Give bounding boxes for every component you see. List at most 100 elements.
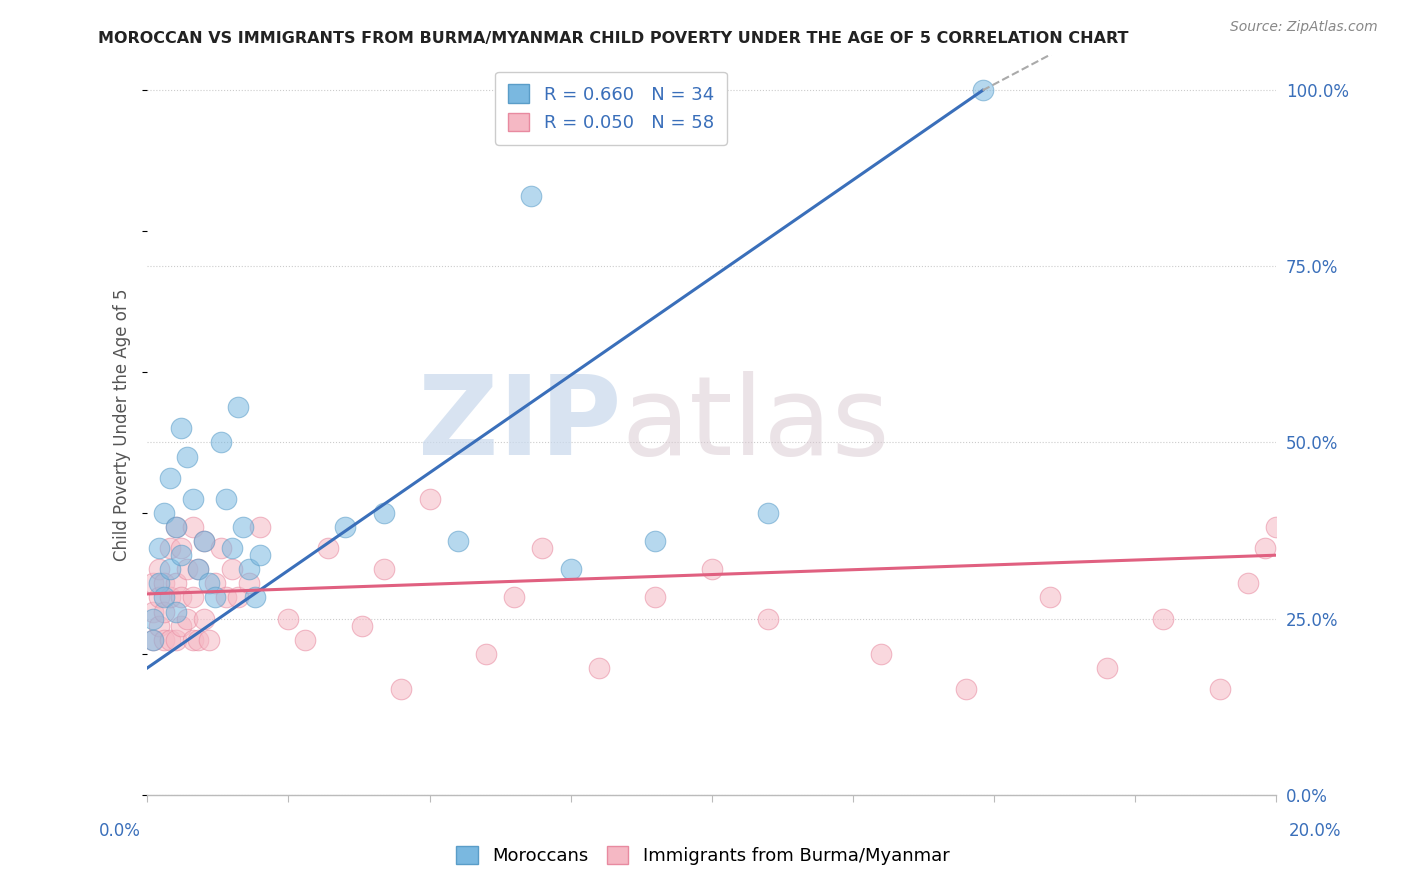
- Legend: Moroccans, Immigrants from Burma/Myanmar: Moroccans, Immigrants from Burma/Myanmar: [449, 838, 957, 872]
- Point: [1208, 681, 1230, 696]
- Point: [170, 541, 193, 556]
- Point: [170, 548, 193, 562]
- Legend: R = 0.660   N = 34, R = 0.050   N = 58: R = 0.660 N = 34, R = 0.050 N = 58: [495, 71, 727, 145]
- Text: MOROCCAN VS IMMIGRANTS FROM BURMA/MYANMAR CHILD POVERTY UNDER THE AGE OF 5 CORRE: MOROCCAN VS IMMIGRANTS FROM BURMA/MYANMA…: [98, 31, 1129, 46]
- Point: [159, 562, 181, 576]
- Point: [955, 681, 977, 696]
- Point: [531, 541, 554, 556]
- Point: [209, 435, 232, 450]
- Point: [215, 591, 238, 605]
- Point: [389, 681, 412, 696]
- Point: [972, 83, 994, 97]
- Point: [249, 548, 271, 562]
- Point: [316, 541, 339, 556]
- Point: [238, 576, 260, 591]
- Point: [170, 618, 193, 632]
- Text: 20.0%: 20.0%: [1288, 822, 1341, 840]
- Point: [159, 541, 181, 556]
- Point: [159, 591, 181, 605]
- Point: [249, 520, 271, 534]
- Point: [475, 647, 498, 661]
- Point: [1237, 576, 1260, 591]
- Point: [148, 541, 170, 556]
- Point: [187, 632, 209, 647]
- Point: [1152, 611, 1174, 625]
- Point: [756, 611, 779, 625]
- Point: [181, 491, 204, 506]
- Point: [165, 632, 187, 647]
- Y-axis label: Child Poverty Under the Age of 5: Child Poverty Under the Age of 5: [114, 289, 131, 561]
- Point: [503, 591, 526, 605]
- Point: [373, 506, 395, 520]
- Point: [142, 605, 165, 619]
- Point: [142, 632, 165, 647]
- Text: Source: ZipAtlas.com: Source: ZipAtlas.com: [1230, 20, 1378, 34]
- Point: [153, 506, 176, 520]
- Point: [209, 541, 232, 556]
- Point: [181, 591, 204, 605]
- Point: [700, 562, 723, 576]
- Point: [204, 576, 226, 591]
- Text: 0.0%: 0.0%: [98, 822, 141, 840]
- Point: [153, 591, 176, 605]
- Point: [176, 562, 198, 576]
- Point: [176, 450, 198, 464]
- Point: [142, 576, 165, 591]
- Point: [193, 534, 215, 549]
- Point: [221, 562, 243, 576]
- Point: [870, 647, 893, 661]
- Point: [148, 591, 170, 605]
- Point: [181, 520, 204, 534]
- Point: [153, 576, 176, 591]
- Point: [644, 591, 666, 605]
- Point: [193, 534, 215, 549]
- Point: [1254, 541, 1277, 556]
- Point: [204, 591, 226, 605]
- Point: [238, 562, 260, 576]
- Point: [373, 562, 395, 576]
- Text: atlas: atlas: [621, 371, 890, 478]
- Point: [1095, 661, 1118, 675]
- Point: [142, 611, 165, 625]
- Point: [170, 421, 193, 435]
- Point: [187, 562, 209, 576]
- Point: [221, 541, 243, 556]
- Point: [294, 632, 316, 647]
- Point: [232, 520, 254, 534]
- Point: [198, 632, 221, 647]
- Point: [198, 576, 221, 591]
- Point: [215, 491, 238, 506]
- Text: ZIP: ZIP: [418, 371, 621, 478]
- Point: [419, 491, 441, 506]
- Point: [187, 562, 209, 576]
- Point: [165, 520, 187, 534]
- Point: [153, 605, 176, 619]
- Point: [170, 591, 193, 605]
- Point: [148, 562, 170, 576]
- Point: [350, 618, 373, 632]
- Point: [588, 661, 610, 675]
- Point: [243, 591, 266, 605]
- Point: [165, 576, 187, 591]
- Point: [520, 189, 543, 203]
- Point: [560, 562, 582, 576]
- Point: [226, 401, 249, 415]
- Point: [644, 534, 666, 549]
- Point: [148, 576, 170, 591]
- Point: [1039, 591, 1062, 605]
- Point: [142, 632, 165, 647]
- Point: [165, 605, 187, 619]
- Point: [165, 520, 187, 534]
- Point: [447, 534, 470, 549]
- Point: [159, 632, 181, 647]
- Point: [756, 506, 779, 520]
- Point: [181, 632, 204, 647]
- Point: [226, 591, 249, 605]
- Point: [148, 618, 170, 632]
- Point: [1265, 520, 1288, 534]
- Point: [176, 611, 198, 625]
- Point: [277, 611, 299, 625]
- Point: [193, 611, 215, 625]
- Point: [333, 520, 356, 534]
- Point: [153, 632, 176, 647]
